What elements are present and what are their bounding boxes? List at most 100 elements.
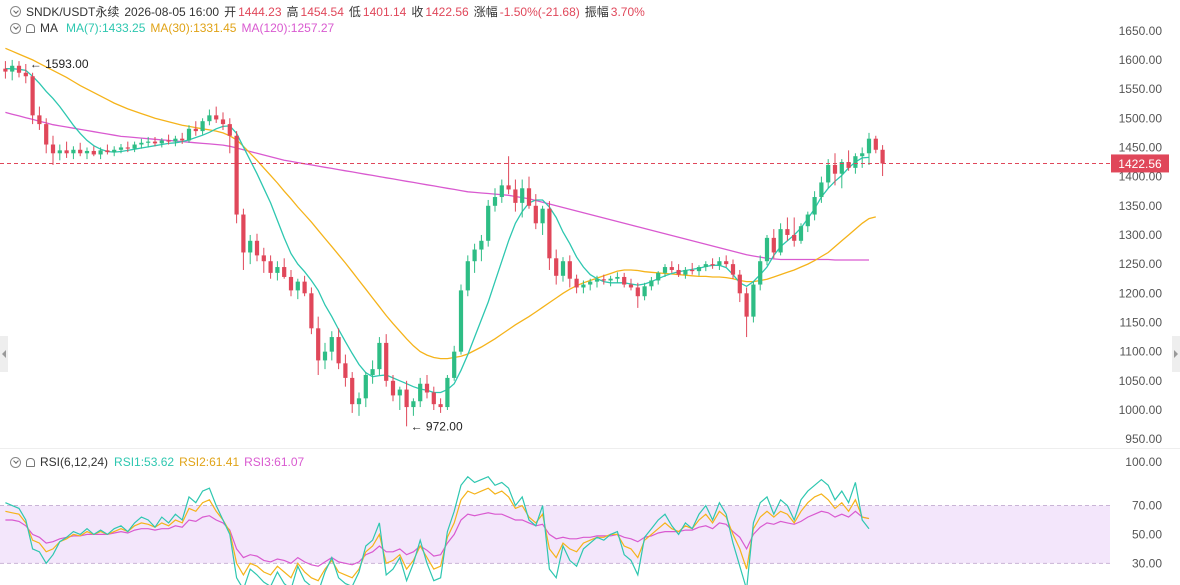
candle: [214, 106, 219, 123]
candle: [91, 146, 96, 157]
candle-body: [44, 124, 49, 145]
candle-body: [241, 214, 246, 253]
candle-body: [567, 261, 572, 279]
candle-body: [71, 149, 76, 154]
ma7-legend: MA(7):1433.25: [66, 21, 146, 35]
candle-body: [309, 293, 314, 329]
candle-body: [186, 128, 192, 141]
ma-collapse-chevron-icon[interactable]: [10, 22, 21, 34]
candle-body: [445, 377, 450, 408]
candle-body: [411, 401, 416, 408]
candle: [771, 229, 776, 259]
candle-body: [275, 267, 280, 273]
candle-body: [370, 369, 375, 375]
candle: [499, 179, 504, 203]
candle-body: [152, 141, 158, 144]
ma-alert-bell-icon[interactable]: [26, 23, 35, 33]
candle-body: [826, 164, 831, 183]
candle: [71, 146, 76, 160]
candle: [717, 257, 722, 270]
rsi-alert-bell-icon[interactable]: [26, 457, 35, 467]
candle: [832, 153, 838, 186]
candle: [805, 211, 810, 233]
candle-body: [193, 128, 198, 132]
candle-body: [588, 281, 593, 285]
candle-body: [717, 261, 722, 266]
candle: [282, 258, 287, 279]
candle: [377, 337, 382, 375]
candle-body: [628, 284, 634, 288]
candle-body: [615, 276, 620, 279]
candle: [846, 150, 851, 171]
rsi-collapse-chevron-icon[interactable]: [10, 456, 21, 468]
candle-body: [540, 208, 545, 224]
candle: [547, 201, 552, 270]
candle-body: [649, 280, 654, 287]
candle-body: [812, 197, 817, 215]
candle-body: [214, 115, 219, 120]
collapse-right-panel-handle[interactable]: [1172, 336, 1180, 372]
candle: [336, 328, 341, 370]
candle: [418, 377, 423, 408]
rsi-panel: [0, 475, 1110, 585]
candle-body: [418, 383, 423, 402]
candle-body: [336, 337, 341, 364]
candle-body: [248, 240, 253, 253]
candle: [105, 144, 110, 155]
candle: [268, 255, 273, 279]
open-label: 开: [224, 5, 237, 19]
candle: [302, 275, 307, 297]
candle: [873, 135, 878, 154]
candle-body: [737, 274, 742, 294]
candle: [64, 141, 69, 158]
candle: [84, 147, 90, 160]
candle: [3, 61, 8, 79]
candle-body: [785, 229, 790, 235]
extreme-price-annotation: ← 1593.00: [30, 57, 89, 71]
price-tick-label: 1450.00: [1119, 140, 1163, 154]
ma7-line: [5, 68, 870, 394]
candle: [601, 274, 606, 285]
candle: [622, 272, 627, 288]
candle-body: [547, 208, 552, 259]
candle: [248, 234, 253, 265]
candle-body: [458, 290, 464, 352]
candle-body: [424, 383, 430, 393]
candle: [826, 159, 831, 189]
candle-body: [764, 237, 770, 262]
candle-body: [261, 255, 266, 262]
candle: [44, 118, 49, 154]
candle: [764, 234, 770, 266]
candle: [662, 264, 668, 277]
candle: [866, 132, 872, 165]
candle-body: [118, 147, 124, 150]
candle: [581, 280, 586, 294]
candle: [656, 271, 661, 285]
last-price-tag: [1111, 154, 1169, 173]
candle-body: [207, 115, 212, 122]
candle: [812, 191, 817, 221]
extreme-price-annotation: ← 972.00: [411, 419, 463, 433]
candle-body: [84, 150, 90, 154]
price-tick-label: 950.00: [1125, 432, 1162, 446]
candle: [526, 176, 532, 209]
candle: [384, 334, 389, 387]
candle-body: [343, 363, 348, 378]
candle: [316, 316, 321, 375]
collapse-chevron-icon[interactable]: [10, 6, 21, 17]
price-tick-label: 1500.00: [1119, 111, 1163, 125]
candle: [758, 255, 763, 291]
candle-body: [200, 121, 205, 132]
candle-body: [295, 281, 300, 291]
price-tick-label: 1050.00: [1119, 374, 1163, 388]
candle-body: [288, 276, 294, 291]
candle: [16, 61, 22, 78]
collapse-left-panel-handle[interactable]: [0, 336, 8, 372]
ma120-legend: MA(120):1257.27: [241, 21, 335, 35]
candle-body: [479, 240, 484, 250]
candle-body: [173, 138, 178, 142]
candle: [275, 261, 280, 281]
candle-body: [91, 150, 96, 155]
candle: [193, 121, 198, 136]
